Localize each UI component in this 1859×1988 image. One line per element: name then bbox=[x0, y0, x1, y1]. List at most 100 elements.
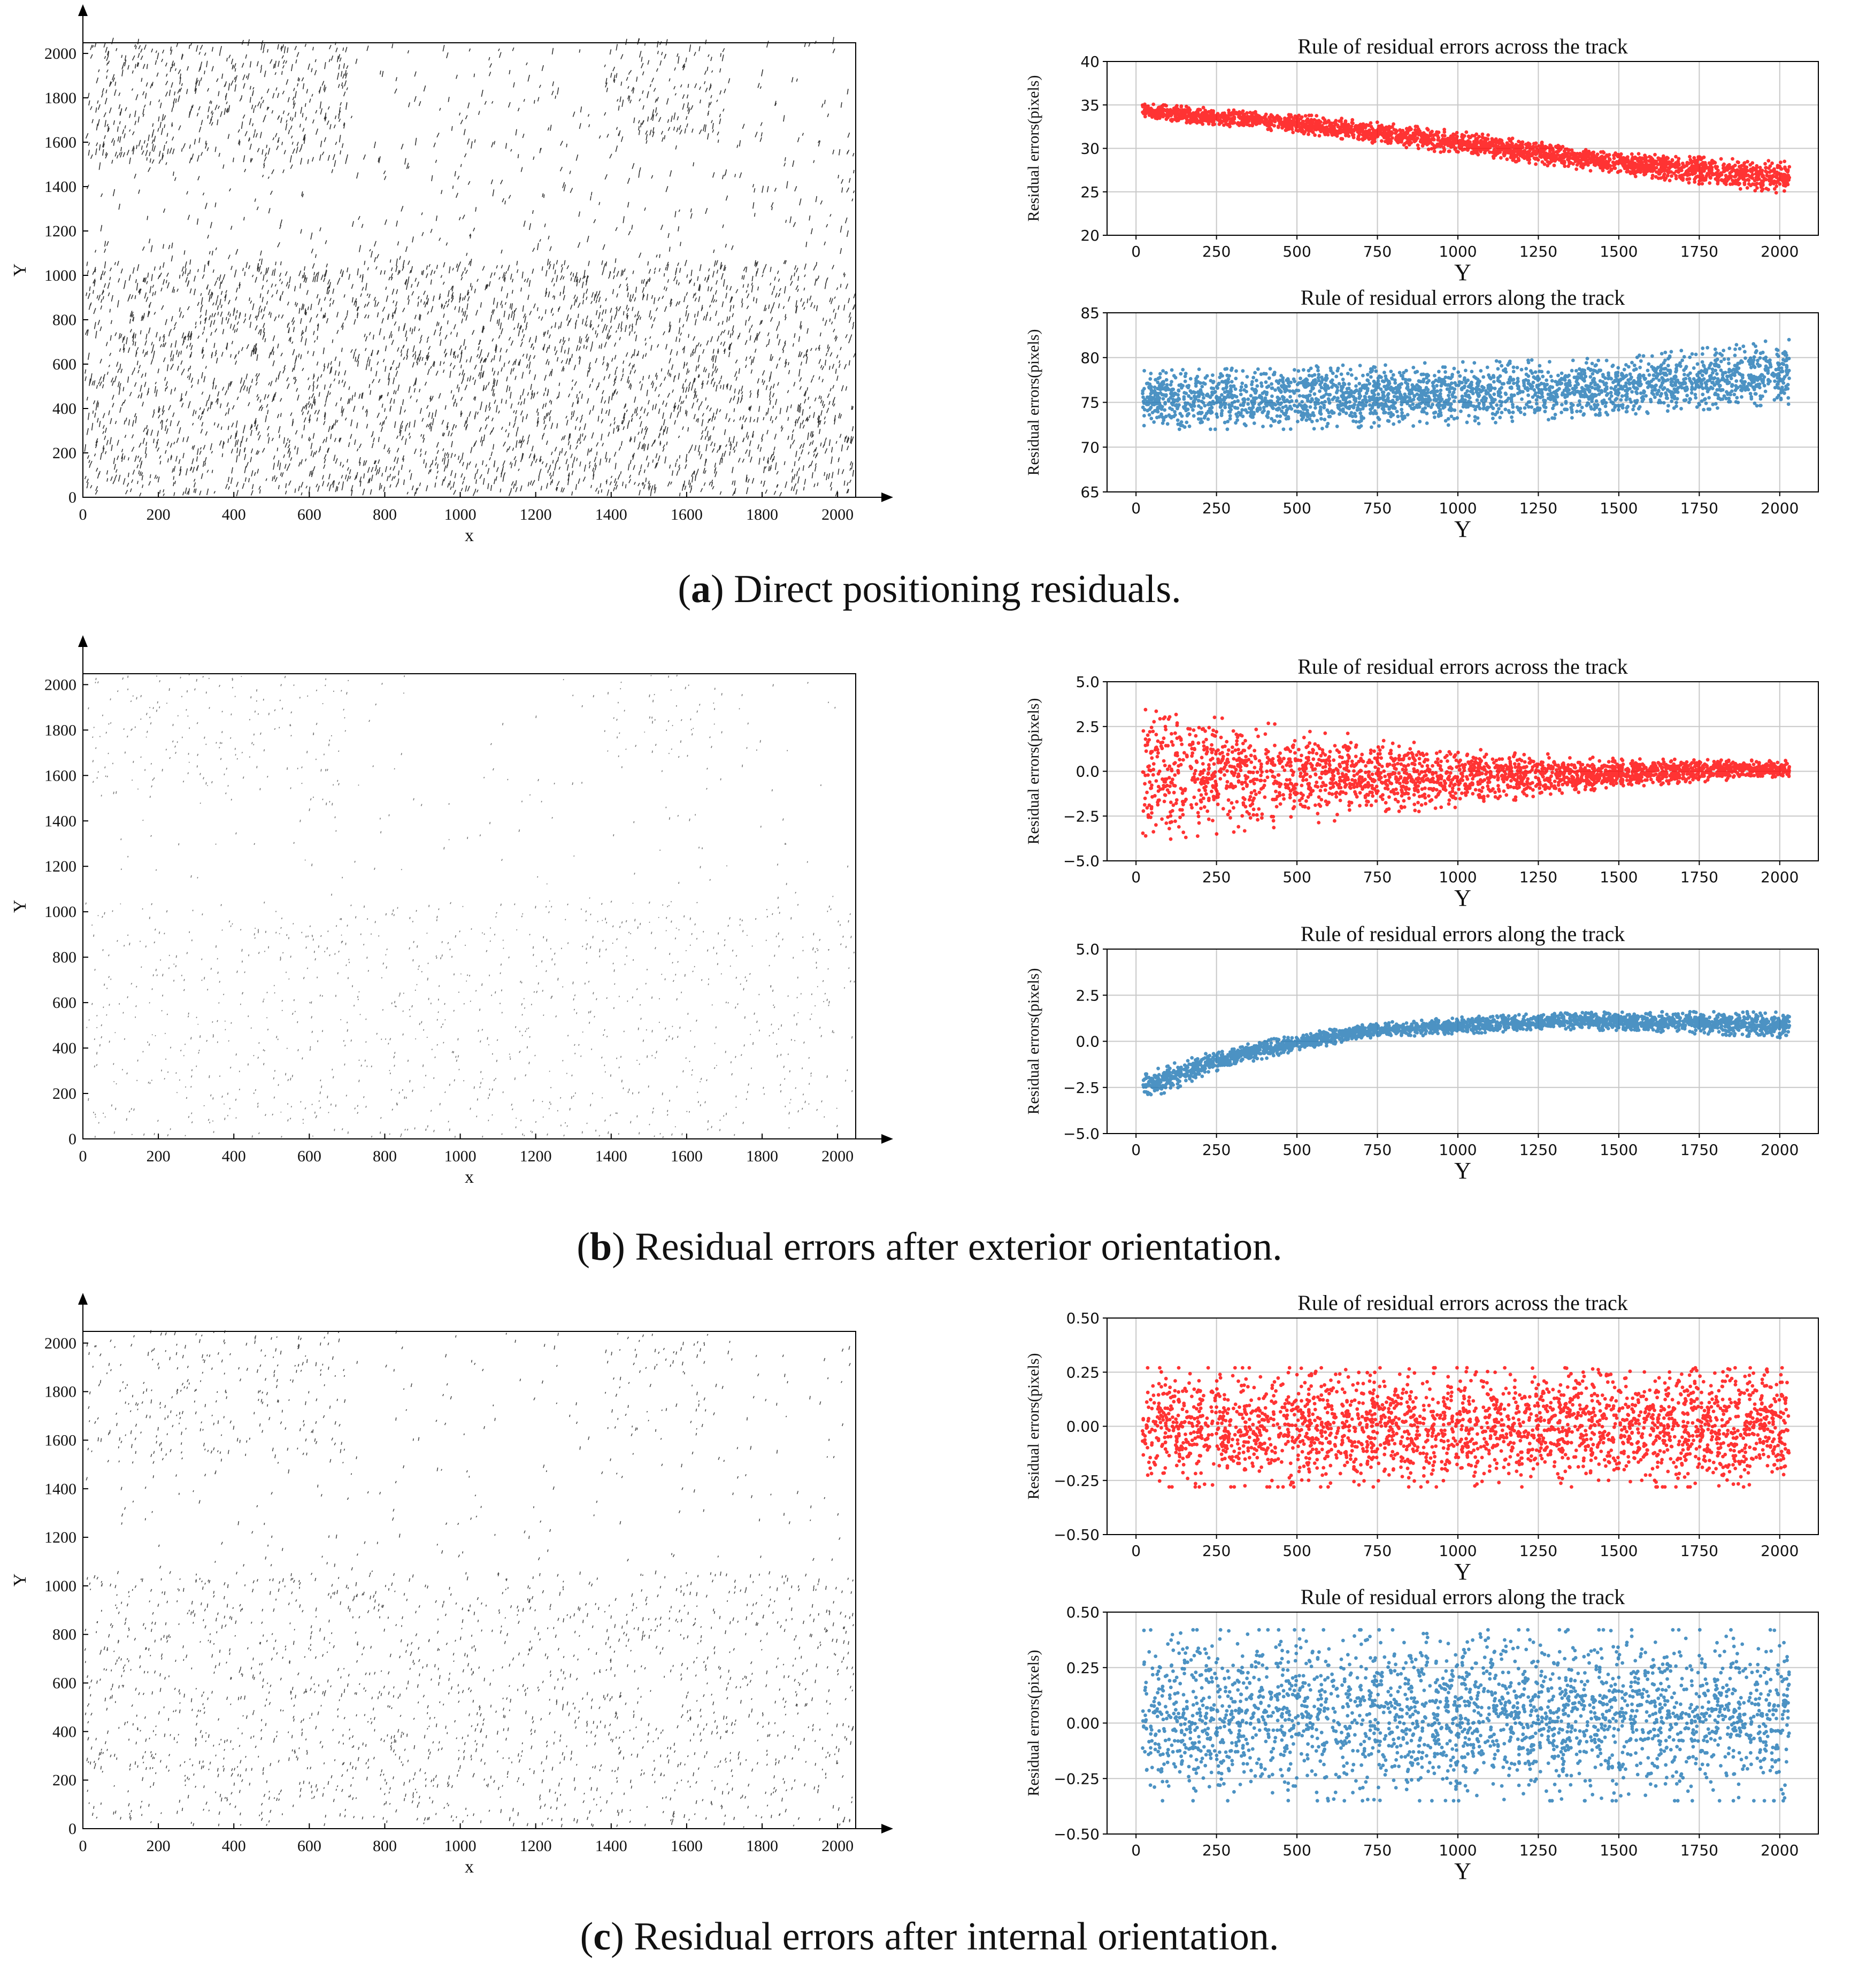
x-tick-label: 1500 bbox=[1600, 243, 1638, 260]
y-tick-label: 800 bbox=[52, 311, 76, 329]
caption-text-b: Residual errors after exterior orientati… bbox=[625, 1225, 1282, 1269]
y-tick-label: 2000 bbox=[44, 676, 76, 694]
scatter-plot-group: Rule of residual errors across the track… bbox=[1025, 654, 1819, 911]
x-tick-label: 1000 bbox=[444, 1837, 477, 1855]
x-tick-label: 750 bbox=[1363, 499, 1392, 517]
x-tick-label: 500 bbox=[1282, 1841, 1311, 1859]
y-tick-label: 1000 bbox=[44, 903, 76, 921]
y-tick-label: 2.5 bbox=[1076, 987, 1100, 1004]
across-track-chart-c: Rule of residual errors across the track… bbox=[1025, 1291, 1819, 1585]
x-tick-label: 1500 bbox=[1600, 868, 1638, 886]
x-tick-label: 2000 bbox=[821, 506, 854, 523]
x-tick-label: 1750 bbox=[1680, 868, 1718, 886]
x-tick-label: 1500 bbox=[1600, 1542, 1638, 1560]
y-tick-label: 0 bbox=[68, 489, 76, 506]
x-tick-label: 1000 bbox=[1439, 1141, 1477, 1159]
data-points bbox=[1141, 1010, 1792, 1097]
plot-frame bbox=[82, 1331, 856, 1829]
x-tick-label: 250 bbox=[1202, 1141, 1231, 1159]
y-tick-label: 0.25 bbox=[1066, 1659, 1100, 1677]
y-tick-label: 0.50 bbox=[1066, 1309, 1100, 1327]
x-tick-label: 0 bbox=[1131, 868, 1141, 886]
y-tick-label: 2000 bbox=[44, 45, 76, 63]
plot-frame bbox=[82, 42, 856, 498]
x-tick-label: 400 bbox=[222, 1147, 246, 1165]
y-axis-arrow-icon bbox=[78, 1293, 88, 1305]
y-tick-label: 0.25 bbox=[1066, 1363, 1100, 1381]
x-axis-label: x bbox=[465, 526, 474, 545]
x-axis-label: Y bbox=[1454, 1858, 1471, 1884]
chart-title: Rule of residual errors along the track bbox=[1301, 922, 1625, 946]
y-tick-label: 1800 bbox=[44, 1383, 76, 1401]
chart-title: Rule of residual errors across the track bbox=[1297, 654, 1628, 679]
residual-vectors bbox=[84, 37, 856, 497]
y-axis-label: Residual errors(pixels) bbox=[1025, 968, 1042, 1114]
along-track-chart-c: Rule of residual errors along the track 0… bbox=[1025, 1585, 1819, 1884]
y-tick-label: 75 bbox=[1080, 394, 1100, 412]
y-tick-label: 400 bbox=[52, 1723, 76, 1740]
x-tick-label: 500 bbox=[1282, 1542, 1311, 1560]
x-tick-label: 500 bbox=[1282, 499, 1311, 517]
y-tick-label: −2.5 bbox=[1063, 1079, 1100, 1097]
x-tick-label: 1000 bbox=[1439, 1841, 1477, 1859]
x-tick-label: 2000 bbox=[1761, 868, 1799, 886]
data-points bbox=[1141, 337, 1791, 431]
x-axis-label: x bbox=[465, 1857, 474, 1877]
x-tick-label: 1250 bbox=[1519, 1841, 1557, 1859]
chart-title: Rule of residual errors across the track bbox=[1297, 34, 1628, 58]
y-tick-label: −5.0 bbox=[1063, 852, 1100, 870]
y-tick-label: 80 bbox=[1080, 349, 1100, 367]
caption-letter-b: b bbox=[590, 1225, 612, 1269]
y-tick-label: −0.25 bbox=[1054, 1770, 1100, 1787]
x-tick-label: 1750 bbox=[1680, 1841, 1718, 1859]
y-tick-label: 70 bbox=[1080, 438, 1100, 456]
data-points bbox=[1141, 102, 1792, 195]
x-tick-label: 2000 bbox=[1761, 1141, 1799, 1159]
x-tick-label: 2000 bbox=[1761, 243, 1799, 260]
x-tick-label: 1000 bbox=[1439, 243, 1477, 260]
x-tick-label: 250 bbox=[1202, 243, 1231, 260]
y-axis-label: Y bbox=[10, 264, 30, 277]
x-tick-label: 1000 bbox=[444, 1147, 477, 1165]
chart-title: Rule of residual errors along the track bbox=[1301, 1585, 1625, 1609]
x-tick-label: 1400 bbox=[595, 506, 627, 523]
x-tick-label: 250 bbox=[1202, 868, 1231, 886]
x-tick-label: 600 bbox=[297, 1837, 321, 1855]
x-tick-label: 800 bbox=[373, 506, 397, 523]
x-tick-label: 250 bbox=[1202, 1542, 1231, 1560]
y-tick-label: 800 bbox=[52, 1626, 76, 1644]
x-tick-label: 1250 bbox=[1519, 243, 1557, 260]
vector-field-c: 0 200 400 600 800 1000 1200 1400 1600 1800 2000 0 20… bbox=[10, 1293, 893, 1877]
caption-a: (a) Direct positioning residuals. bbox=[678, 567, 1181, 611]
x-tick-label: 750 bbox=[1363, 243, 1392, 260]
along-track-chart-a: Rule of residual errors along the track 0… bbox=[1025, 286, 1819, 542]
x-tick-label: 400 bbox=[222, 506, 246, 523]
x-tick-label: 400 bbox=[222, 1837, 246, 1855]
x-tick-label: 0 bbox=[79, 1837, 87, 1855]
caption-letter-c: c bbox=[593, 1915, 611, 1959]
vector-field-b: 0 200 400 600 800 1000 1200 1400 1600 1800 2000 0 20… bbox=[10, 635, 893, 1187]
y-tick-label: 0.50 bbox=[1066, 1604, 1100, 1621]
x-tick-label: 2000 bbox=[821, 1147, 854, 1165]
y-tick-label: 2000 bbox=[44, 1335, 76, 1352]
y-tick-label: 0.00 bbox=[1066, 1715, 1100, 1732]
y-axis-label: Residual errors(pixels) bbox=[1025, 75, 1042, 221]
vector-plot-group: 0 200 400 600 800 1000 1200 1400 1600 1800 2000 0 20… bbox=[10, 1293, 893, 1877]
x-tick-label: 500 bbox=[1282, 868, 1311, 886]
x-tick-label: 1400 bbox=[595, 1147, 627, 1165]
y-axis-arrow-icon bbox=[78, 635, 88, 647]
y-tick-label: 200 bbox=[52, 1085, 76, 1103]
x-axis-label: x bbox=[465, 1167, 474, 1187]
x-tick-label: 250 bbox=[1202, 1841, 1231, 1859]
scatter-plot-group: Rule of residual errors across the track… bbox=[1025, 1291, 1819, 1585]
x-tick-label: 1250 bbox=[1519, 868, 1557, 886]
y-tick-label: −0.50 bbox=[1054, 1825, 1100, 1843]
x-tick-label: 1800 bbox=[746, 506, 778, 523]
x-tick-label: 600 bbox=[297, 506, 321, 523]
y-tick-label: 1400 bbox=[44, 1480, 76, 1498]
y-tick-label: 1800 bbox=[44, 721, 76, 739]
x-tick-label: 1750 bbox=[1680, 243, 1718, 260]
x-tick-label: 800 bbox=[373, 1147, 397, 1165]
x-tick-label: 200 bbox=[147, 506, 171, 523]
